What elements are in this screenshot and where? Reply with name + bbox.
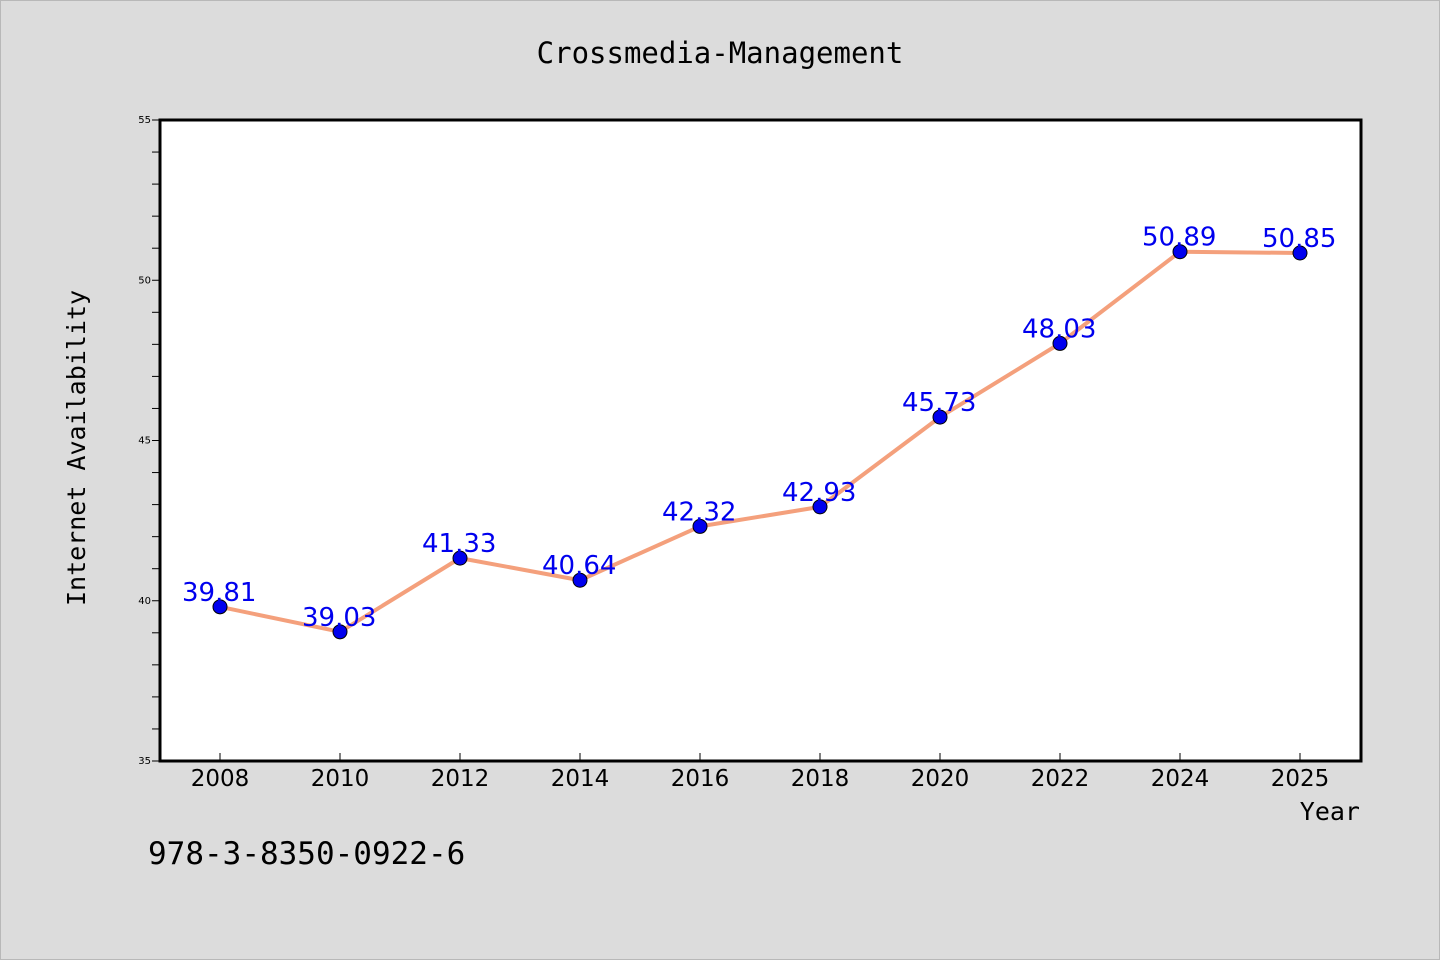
- series-line: [219, 249, 1301, 634]
- y-tick-label: 40: [138, 596, 151, 607]
- footnote-isbn: 978-3-8350-0922-6: [148, 836, 465, 872]
- data-label: 40.64: [542, 551, 616, 581]
- data-point: [572, 572, 588, 588]
- data-label: 50.85: [1262, 224, 1336, 254]
- data-point: [812, 499, 828, 515]
- data-label: 50.89: [1142, 223, 1216, 253]
- plot-area: [158, 118, 1363, 763]
- y-tick-label: 45: [138, 436, 151, 447]
- data-points: [212, 244, 1308, 640]
- x-tick-label: 2014: [551, 766, 610, 792]
- x-axis-label: Year: [1300, 797, 1360, 826]
- x-tick-label: 2018: [791, 766, 850, 792]
- x-tick-label: 2016: [671, 766, 730, 792]
- y-axis-ticks: 35 40 45 50 55: [138, 115, 160, 767]
- y-axis-label: Internet Availability: [62, 290, 91, 606]
- y-tick-label: 50: [138, 275, 151, 286]
- x-tick-label: 2024: [1151, 766, 1210, 792]
- x-tick-label: 2010: [311, 766, 370, 792]
- x-tick-label: 2012: [431, 766, 490, 792]
- data-label: 45.73: [902, 388, 976, 418]
- data-point: [692, 518, 708, 534]
- data-point: [932, 409, 948, 425]
- data-label: 48.03: [1022, 314, 1096, 344]
- data-point: [452, 550, 468, 566]
- x-tick-label: 2020: [911, 766, 970, 792]
- data-label: 42.32: [662, 497, 736, 527]
- chart-title: Crossmedia-Management: [537, 36, 904, 70]
- x-axis-ticks: 2008 2010 2012 2014 2016 2018 2020 2022 2024 2025: [191, 753, 1330, 792]
- data-label: 42.93: [782, 478, 856, 508]
- y-tick-label: 55: [138, 115, 151, 126]
- data-point: [212, 599, 228, 615]
- series-line-group: [219, 249, 1301, 634]
- x-tick-label: 2008: [191, 766, 250, 792]
- data-point: [1292, 245, 1308, 261]
- data-point: [332, 624, 348, 640]
- data-label: 39.03: [302, 603, 376, 633]
- data-label: 39.81: [182, 578, 256, 608]
- data-label: 41.33: [422, 529, 496, 559]
- data-point: [1172, 244, 1188, 260]
- data-point: [1052, 335, 1068, 351]
- data-labels: 39.81 39.03 41.33 40.64 42.32 42.93 45.73 48.03…: [182, 223, 1336, 633]
- x-tick-label: 2025: [1271, 766, 1330, 792]
- y-tick-label: 35: [138, 756, 151, 767]
- x-tick-label: 2022: [1031, 766, 1090, 792]
